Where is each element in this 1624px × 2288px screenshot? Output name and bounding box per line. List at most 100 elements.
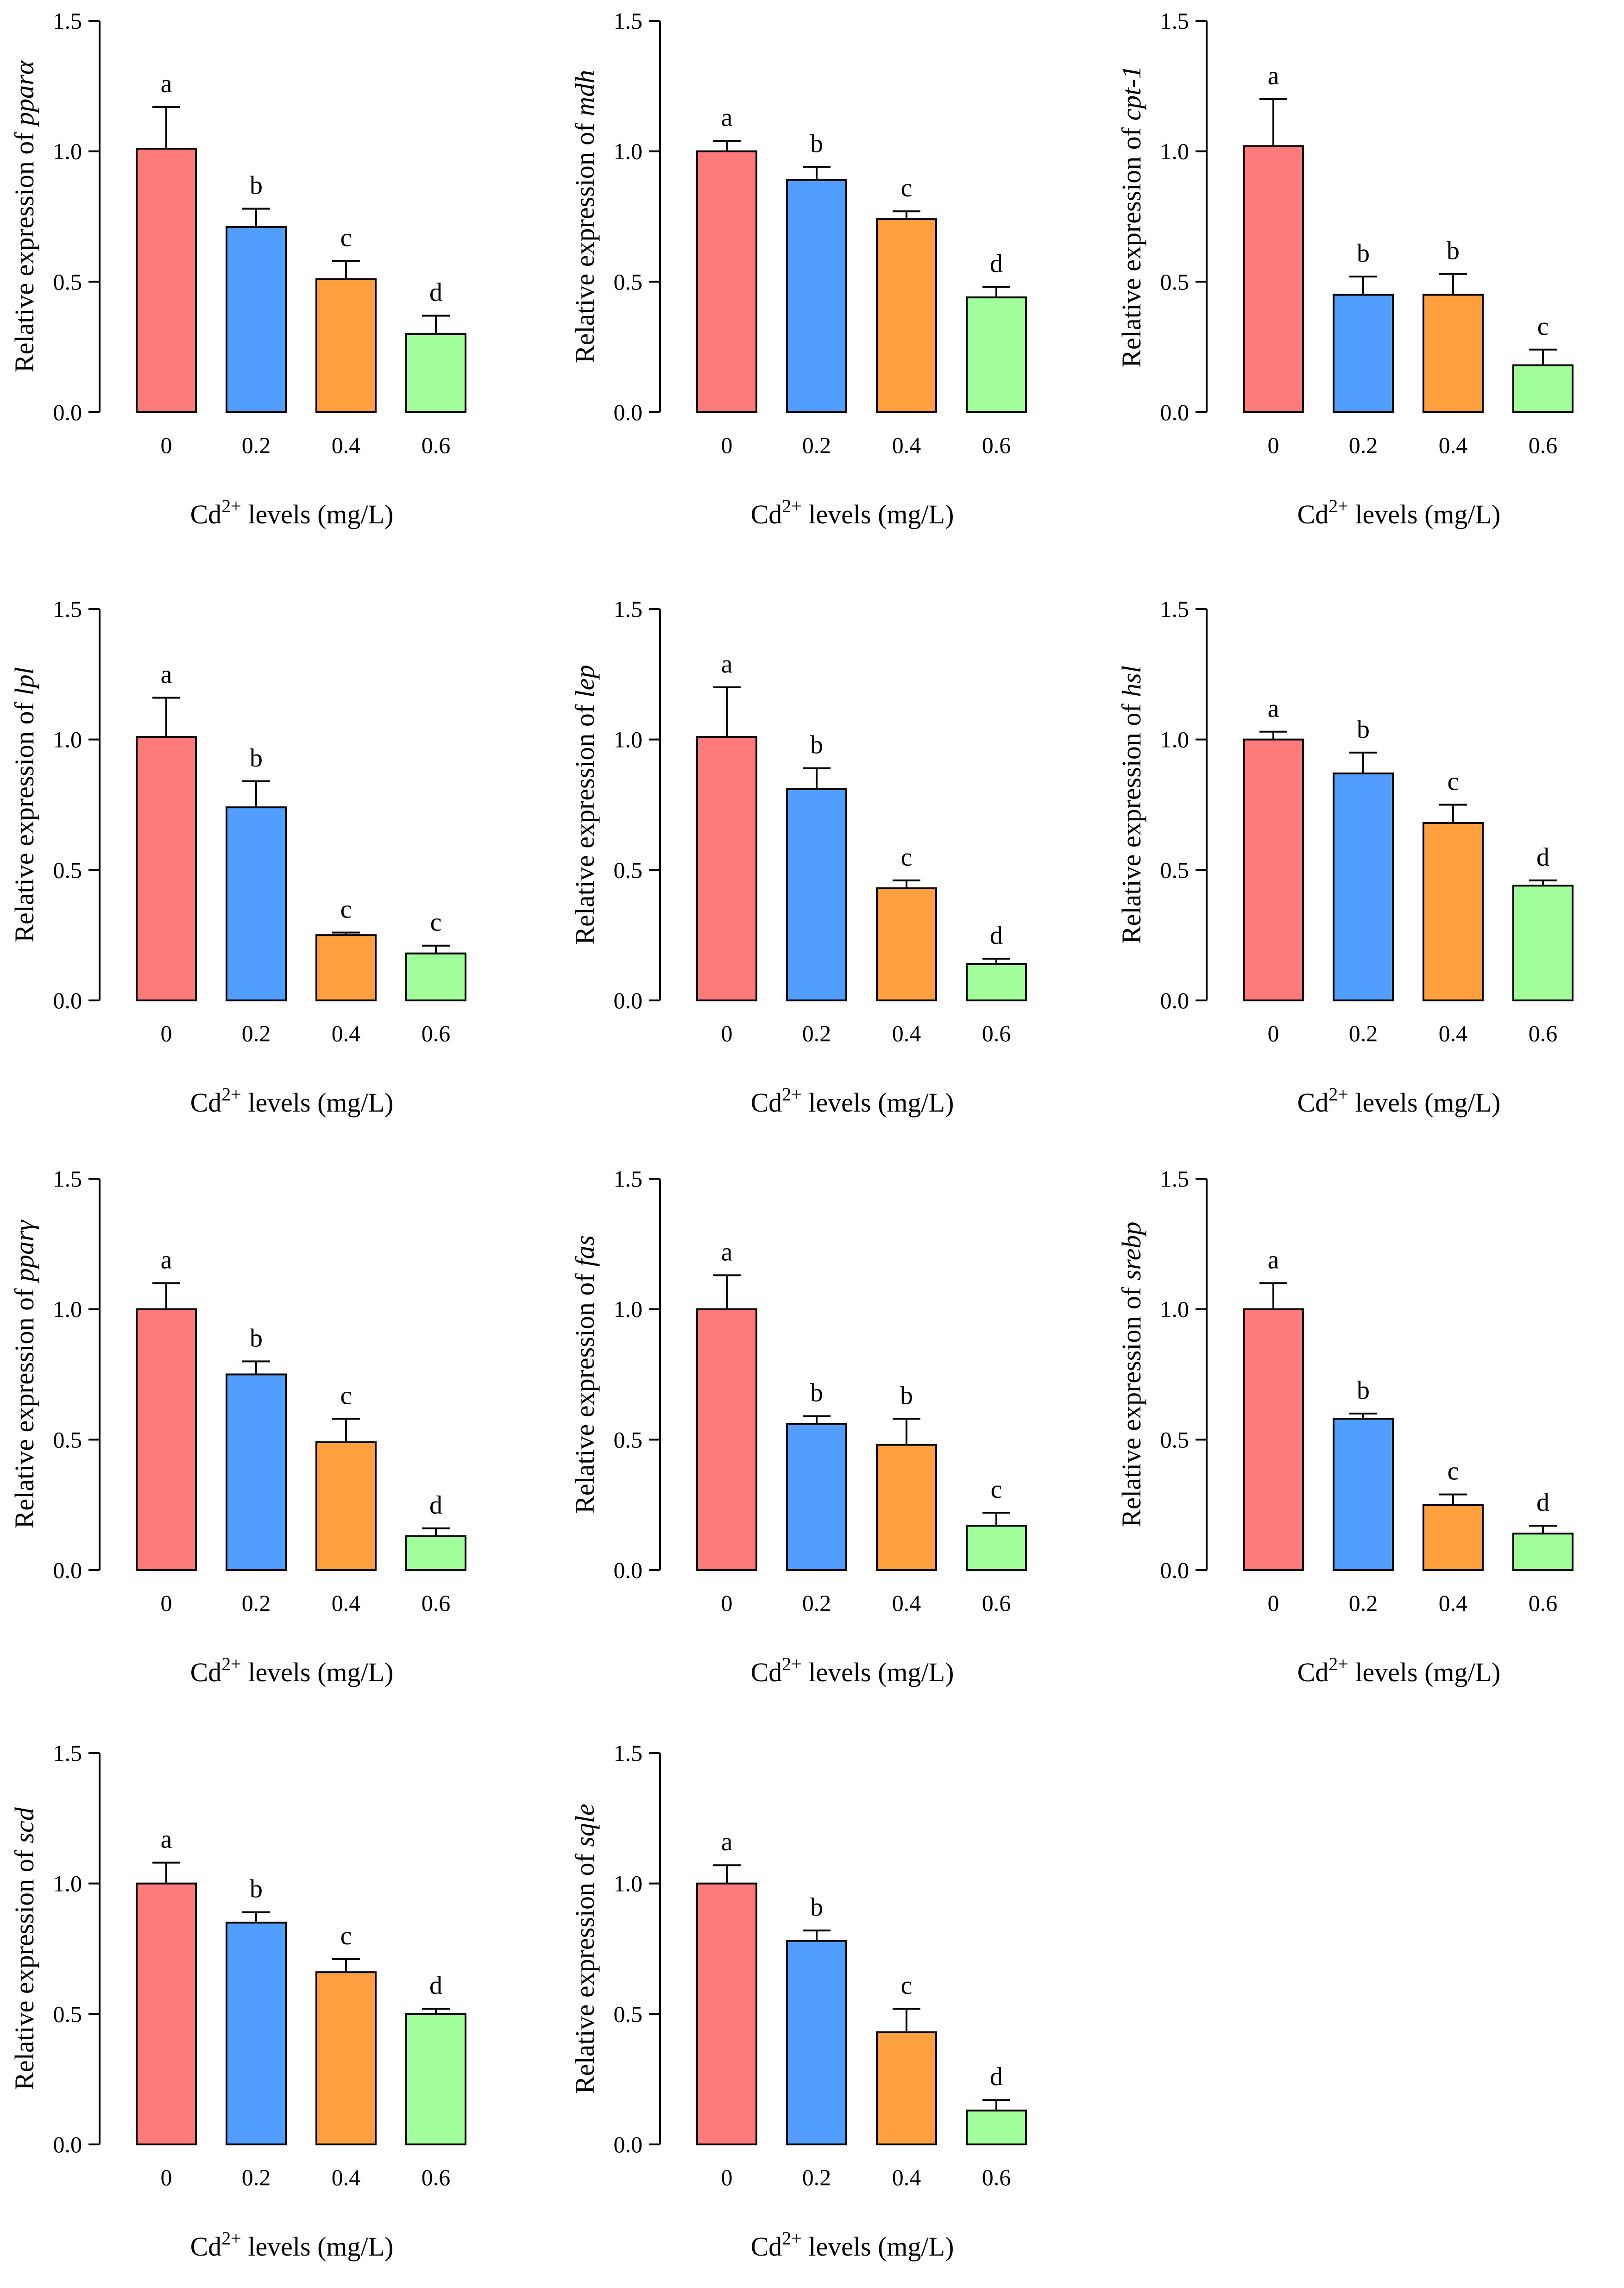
- y-tick-label: 1.0: [1160, 727, 1190, 753]
- significance-letter: d: [990, 250, 1003, 278]
- y-axis-title: Relative expression of hsl: [1116, 666, 1146, 944]
- bar-0: [136, 1308, 197, 1571]
- panel-scd: 0.0 0.5 1.0 1.5 a 0 b 0.2 c 0.4 d 0.6 Relative expre…: [0, 1732, 517, 2286]
- x-tick-label: 0.6: [1529, 1590, 1558, 1616]
- bar-0.6: [405, 952, 466, 1001]
- significance-letter: c: [1448, 767, 1459, 796]
- bar-0.2: [1333, 294, 1394, 413]
- bar-0.2: [786, 179, 847, 413]
- bar-0.2: [226, 1922, 287, 2145]
- x-tick-label: 0.6: [982, 1590, 1011, 1616]
- panel-ppar: 0.0 0.5 1.0 1.5 a 0 b 0.2 c 0.4 d 0.6 Relative expre…: [0, 0, 517, 553]
- bar-0.6: [966, 2109, 1027, 2145]
- significance-letter: b: [1357, 1376, 1370, 1405]
- x-tick-label: 0.6: [1529, 1020, 1558, 1046]
- bar-chart: 0.0 0.5 1.0 1.5 a 0 b 0.2 b 0.4 c 0.6 Relative expre…: [570, 1166, 1027, 1687]
- panel-cpt-1: 0.0 0.5 1.0 1.5 a 0 b 0.2 b 0.4 c 0.6 Relative expre…: [1107, 0, 1624, 553]
- significance-letter: a: [161, 660, 172, 689]
- significance-letter: a: [1268, 62, 1279, 90]
- bar-0.6: [1512, 1533, 1574, 1571]
- y-axis-title: Relative expression of mdh: [570, 70, 600, 363]
- x-tick-label: 0.4: [332, 432, 361, 458]
- x-tick-label: 0: [721, 2164, 733, 2190]
- significance-letter: c: [901, 1971, 913, 2000]
- significance-letter: c: [1537, 312, 1549, 341]
- bar-chart: 0.0 0.5 1.0 1.5 a 0 b 0.2 c 0.4 d 0.6 Relative expre…: [1116, 1166, 1574, 1687]
- bar-0: [696, 1308, 757, 1571]
- y-tick-label: 1.5: [614, 596, 643, 622]
- x-tick-label: 0: [721, 432, 733, 458]
- x-tick-label: 0.6: [422, 1020, 451, 1046]
- significance-letter: a: [161, 1825, 172, 1854]
- x-tick-label: 0.4: [892, 2164, 921, 2190]
- y-axis-title: Relative expression of fas: [570, 1235, 600, 1514]
- significance-letter: c: [340, 1922, 352, 1950]
- significance-letter: b: [250, 744, 263, 773]
- y-tick-label: 1.0: [53, 138, 82, 164]
- x-axis-title: Cd2+ levels (mg/L): [190, 1653, 394, 1687]
- x-axis-title: Cd2+ levels (mg/L): [190, 2228, 394, 2262]
- bar-0: [136, 736, 197, 1001]
- significance-letter: d: [429, 1971, 442, 2000]
- panel-mdh: 0.0 0.5 1.0 1.5 a 0 b 0.2 c 0.4 d 0.6 Relative expre…: [560, 0, 1077, 553]
- x-tick-label: 0: [161, 1590, 172, 1616]
- significance-letter: a: [161, 69, 172, 98]
- panel-sqle: 0.0 0.5 1.0 1.5 a 0 b 0.2 c 0.4 d 0.6 Relative expre…: [560, 1732, 1077, 2286]
- bar-chart: 0.0 0.5 1.0 1.5 a 0 b 0.2 c 0.4 d 0.6 Relative expre…: [570, 596, 1027, 1118]
- bar-0.6: [405, 333, 466, 413]
- y-axis-title: Relative expression of lpl: [9, 667, 39, 942]
- significance-letter: b: [1357, 715, 1370, 744]
- bar-0.6: [966, 296, 1027, 414]
- y-axis-title: Relative expression of scd: [9, 1807, 39, 2090]
- x-tick-label: 0: [1268, 1020, 1279, 1046]
- y-tick-label: 0.5: [53, 269, 82, 295]
- bar-0.4: [876, 1444, 937, 1571]
- y-tick-label: 0.0: [53, 987, 82, 1013]
- bar-0.6: [405, 1535, 466, 1571]
- y-tick-label: 1.0: [614, 727, 643, 753]
- significance-letter: c: [340, 895, 352, 924]
- x-tick-label: 0.2: [802, 1020, 831, 1046]
- x-tick-label: 0.6: [422, 2164, 451, 2190]
- bar-0.6: [405, 2013, 466, 2145]
- y-tick-label: 1.5: [53, 1740, 82, 1766]
- significance-letter: b: [1357, 239, 1370, 268]
- x-tick-label: 0.4: [892, 1020, 921, 1046]
- bar-0.4: [315, 278, 377, 413]
- x-axis-title: Cd2+ levels (mg/L): [190, 496, 394, 529]
- significance-letter: d: [429, 278, 442, 307]
- x-tick-label: 0.4: [1439, 1020, 1468, 1046]
- x-tick-label: 0.4: [332, 1020, 361, 1046]
- x-tick-label: 0: [161, 432, 172, 458]
- significance-letter: c: [901, 843, 913, 872]
- panel-srebp: 0.0 0.5 1.0 1.5 a 0 b 0.2 c 0.4 d 0.6 Relative expre…: [1107, 1158, 1624, 1711]
- y-tick-label: 0.0: [614, 399, 643, 425]
- y-tick-label: 1.0: [614, 1296, 643, 1322]
- x-tick-label: 0.6: [982, 1020, 1011, 1046]
- panel-lpl: 0.0 0.5 1.0 1.5 a 0 b 0.2 c 0.4 c 0.6 Relative expre…: [0, 588, 517, 1142]
- bar-0.2: [226, 226, 287, 413]
- y-tick-label: 1.0: [1160, 1296, 1190, 1322]
- x-tick-label: 0.6: [982, 2164, 1011, 2190]
- x-axis-title: Cd2+ levels (mg/L): [751, 2228, 954, 2262]
- x-axis-title: Cd2+ levels (mg/L): [751, 1084, 954, 1118]
- bar-0.4: [876, 218, 937, 413]
- y-tick-label: 1.0: [1160, 138, 1190, 164]
- y-tick-label: 1.0: [614, 138, 643, 164]
- bar-chart: 0.0 0.5 1.0 1.5 a 0 b 0.2 c 0.4 d 0.6 Relative expre…: [9, 1166, 466, 1687]
- significance-letter: d: [1536, 843, 1549, 872]
- bar-0.4: [876, 887, 937, 1001]
- significance-letter: d: [1536, 1488, 1549, 1517]
- significance-letter: d: [990, 921, 1003, 950]
- bar-0.2: [226, 806, 287, 1001]
- bar-0.2: [226, 1373, 287, 1571]
- x-axis-title: Cd2+ levels (mg/L): [1297, 1084, 1501, 1118]
- bar-0.4: [1423, 294, 1484, 413]
- significance-letter: d: [990, 2062, 1003, 2091]
- significance-letter: a: [721, 650, 733, 679]
- bar-0: [696, 150, 757, 413]
- significance-letter: c: [430, 908, 442, 937]
- significance-letter: b: [250, 1875, 263, 1904]
- y-tick-label: 0.5: [53, 857, 82, 883]
